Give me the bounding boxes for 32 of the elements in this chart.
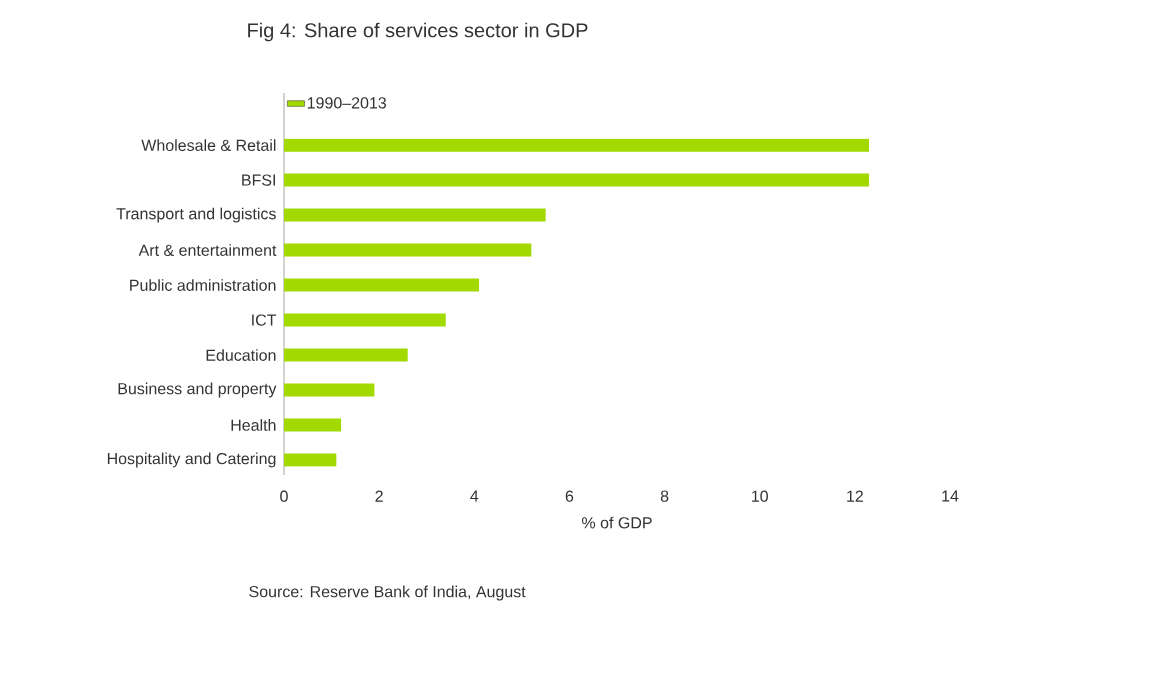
bar [284,418,342,432]
x-tick-label: 8 [660,490,669,502]
y-tick-label: Hospitality and Catering [107,452,276,468]
x-tick-label: 0 [280,490,288,502]
chart-title: Fig 4: Share of services sector in GDP [248,22,588,42]
x-tick-label: 6 [565,490,574,502]
legend-label: 1990–2013 [307,97,387,109]
bar [284,173,870,187]
x-tick-label: 4 [470,490,479,502]
x-axis-title: % of GDP [582,516,652,529]
x-tick-label: 14 [942,490,959,502]
y-tick-label: BFSI [242,174,275,186]
x-tick-label: 12 [847,490,863,502]
x-tick-label: 10 [752,490,768,502]
y-tick-label: ICT [252,314,277,326]
bar [284,278,480,292]
bar [284,243,532,257]
y-tick-label: Business and property [118,382,277,398]
bar [284,453,337,467]
x-tick-label: 2 [375,490,383,502]
y-tick-label: Wholesale & Retail [141,139,276,152]
y-tick-label: Education [206,349,276,361]
bar [284,208,546,222]
y-tick-label: Art & entertainment [138,244,277,256]
bar [284,383,375,397]
bar [284,348,408,362]
y-tick-label: Public administration [130,279,276,291]
y-tick-label: Transport and logistics [116,207,276,223]
source-note: Source: Reserve Bank of India, August [249,585,526,601]
bar [284,138,870,152]
y-tick-label: Health [231,419,276,431]
bar [284,313,446,327]
